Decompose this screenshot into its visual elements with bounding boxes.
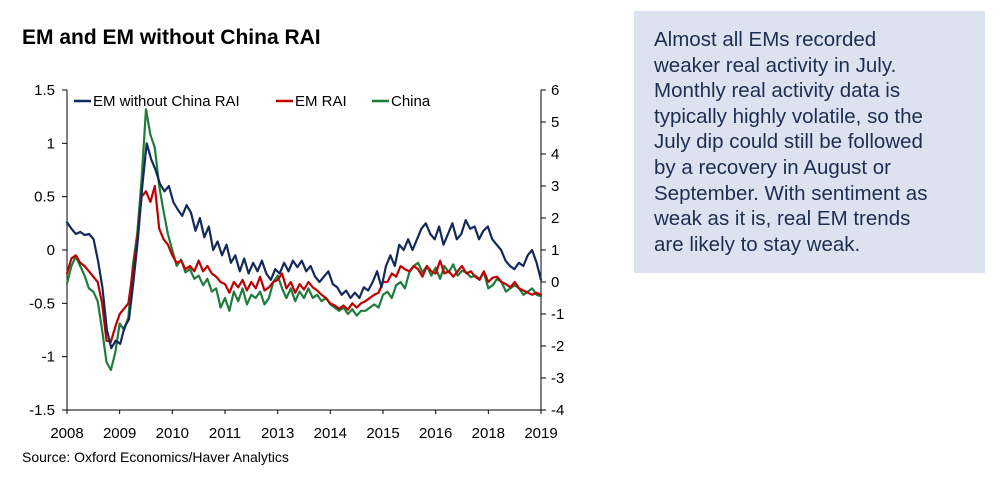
commentary-box: Almost all EMs recorded weaker real activ… [634, 11, 985, 273]
legend-label: China [391, 93, 431, 110]
commentary-line: September. With sentiment as [654, 181, 928, 205]
chart-legend: EM without China RAI EM RAI China [74, 93, 431, 110]
commentary-line: Monthly real activity data is [654, 79, 901, 103]
right-tick-label: 0 [551, 274, 559, 291]
left-tick-label: 0 [47, 242, 55, 259]
x-tick-label: 2008 [50, 425, 83, 442]
series-line-china [65, 108, 543, 372]
commentary-line: weak as it is, real EM trends [654, 207, 911, 231]
x-tick-label: 2009 [103, 425, 136, 442]
legend-label: EM RAI [295, 93, 347, 110]
commentary-line: by a recovery in August or [654, 155, 892, 179]
commentary-text: Almost all EMs recorded weaker real activ… [654, 27, 969, 257]
right-tick-label: 1 [551, 242, 559, 259]
left-tick-label: -0.5 [29, 295, 55, 312]
right-tick-label: 6 [551, 82, 559, 99]
commentary-line: are likely to stay weak. [654, 232, 861, 256]
left-tick-label: -1.5 [29, 402, 55, 419]
x-tick-label: 2011 [209, 425, 241, 442]
right-tick-label: 4 [551, 146, 559, 163]
series-line-em-rai [65, 184, 543, 343]
legend-label: EM without China RAI [93, 93, 240, 110]
x-tick-label: 2015 [366, 425, 399, 442]
right-tick-label: -2 [551, 338, 564, 355]
x-tick-label: 2014 [314, 425, 347, 442]
x-tick-label: 2010 [156, 425, 189, 442]
right-tick-label: -3 [551, 370, 564, 387]
commentary-line: July dip could still be followed [654, 130, 923, 154]
source-note: Source: Oxford Economics/Haver Analytics [22, 449, 289, 465]
commentary-line: weaker real activity in July. [654, 53, 897, 77]
line-chart: 1.5 1 0.5 0 -0.5 -1 -1.5 6 5 4 3 2 1 0 -1 -2 -3 -4 2008 200… [29, 82, 564, 442]
left-tick-label: 1.5 [34, 82, 55, 99]
right-tick-label: 5 [551, 114, 559, 131]
series-line-em-without-china-rai [65, 142, 543, 350]
commentary-line: typically highly volatile, so the [654, 104, 923, 128]
chart-title: EM and EM without China RAI [22, 26, 321, 49]
right-tick-label: -4 [551, 402, 564, 419]
x-tick-label: 2016 [419, 425, 452, 442]
chart-series [65, 108, 543, 372]
right-tick-label: 3 [551, 178, 559, 195]
left-tick-label: 1 [47, 135, 55, 152]
left-tick-label: 0.5 [34, 189, 55, 206]
x-tick-label: 2019 [524, 425, 557, 442]
right-tick-label: 2 [551, 210, 559, 227]
left-tick-label: -1 [42, 349, 55, 366]
chart-axes: 1.5 1 0.5 0 -0.5 -1 -1.5 6 5 4 3 2 1 0 -1 -2 -3 -4 2008 200… [29, 82, 564, 442]
commentary-line: Almost all EMs recorded [654, 28, 877, 51]
x-tick-label: 2018 [472, 425, 505, 442]
x-tick-label: 2013 [261, 425, 294, 442]
right-tick-label: -1 [551, 306, 564, 323]
